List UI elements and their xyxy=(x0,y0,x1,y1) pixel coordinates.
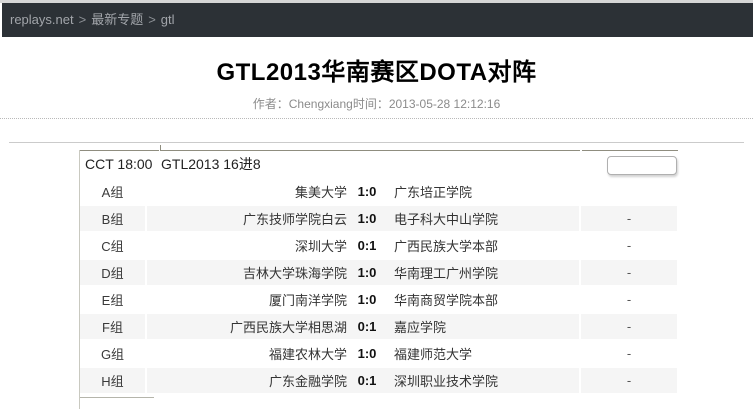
table-row: H组 广东金融学院 0:1 深圳职业技术学院 - xyxy=(80,368,678,393)
team2-name: 深圳职业技术学院 xyxy=(394,374,499,389)
group-cell: E组 xyxy=(101,293,124,308)
window-top-edge xyxy=(0,0,753,3)
timestamp: 2013-05-28 12:12:16 xyxy=(388,97,501,111)
note-cell: - xyxy=(581,260,677,285)
table-row: F组 广西民族大学相思湖 0:1 嘉应学院 - xyxy=(80,314,678,339)
match-score: 1:0 xyxy=(357,265,377,280)
team1-name: 吉林大学珠海学院 xyxy=(242,266,347,281)
author-label: 作者： xyxy=(252,97,289,111)
group-cell: A组 xyxy=(101,185,124,200)
breadcrumb-link-home[interactable]: replays.net xyxy=(10,12,74,27)
table-row: D组 吉林大学珠海学院 1:0 华南理工广州学院 - xyxy=(80,260,678,285)
group-cell: C组 xyxy=(101,239,124,254)
solid-divider xyxy=(9,142,744,143)
match-score: 0:1 xyxy=(357,373,377,388)
empty-input-box[interactable] xyxy=(607,156,677,175)
article-meta: 作者：Chengxiang时间：2013-05-28 12:12:16 xyxy=(0,95,753,112)
dotted-divider xyxy=(0,118,753,119)
match-cell: 吉林大学珠海学院 1:0 华南理工广州学院 xyxy=(147,260,579,285)
match-score: 1:0 xyxy=(357,184,377,199)
team1-name: 集美大学 xyxy=(294,185,347,200)
team1-name: 福建农林大学 xyxy=(268,347,347,362)
team2-name: 嘉应学院 xyxy=(394,320,447,335)
match-score: 0:1 xyxy=(357,319,377,334)
note-cell: - xyxy=(581,206,677,231)
team1-name: 广东技师学院白云 xyxy=(242,212,347,227)
match-cell: 福建农林大学 1:0 福建师范大学 xyxy=(147,341,579,366)
breadcrumb-separator: > xyxy=(148,12,156,27)
team1-name: 厦门南洋学院 xyxy=(268,293,347,308)
note-cell: - xyxy=(581,314,677,339)
match-table: CCT 18:00 GTL2013 16进8 A组 集美大学 1:0 广东培正学… xyxy=(79,145,678,409)
team2-name: 华南商贸学院本部 xyxy=(394,293,499,308)
match-score: 0:1 xyxy=(357,238,377,253)
match-cell: 广东技师学院白云 1:0 电子科大中山学院 xyxy=(147,206,579,231)
team1-name: 广东金融学院 xyxy=(268,374,347,389)
table-header-row: CCT 18:00 GTL2013 16进8 xyxy=(80,145,678,177)
match-cell: 广东金融学院 0:1 深圳职业技术学院 xyxy=(147,368,579,393)
partial-next-row xyxy=(80,397,154,409)
header-extra-cell xyxy=(582,150,678,177)
team1-name: 深圳大学 xyxy=(294,239,347,254)
team2-name: 广东培正学院 xyxy=(394,185,473,200)
breadcrumb-bar: replays.net > 最新专题 > gtl xyxy=(2,3,753,37)
group-cell: G组 xyxy=(100,347,125,362)
note-cell xyxy=(581,179,677,204)
header-time-cell: CCT 18:00 xyxy=(80,150,159,177)
match-score: 1:0 xyxy=(357,292,377,307)
group-cell: H组 xyxy=(80,368,145,393)
group-cell: D组 xyxy=(80,260,145,285)
group-cell: F组 xyxy=(80,314,145,339)
table-row: B组 广东技师学院白云 1:0 电子科大中山学院 - xyxy=(80,206,678,231)
team2-name: 广西民族大学本部 xyxy=(394,239,499,254)
page-title: GTL2013华南赛区DOTA对阵 xyxy=(216,59,537,86)
match-cell: 厦门南洋学院 1:0 华南商贸学院本部 xyxy=(147,287,579,312)
table-row: G组 福建农林大学 1:0 福建师范大学 - xyxy=(80,341,678,366)
team1-name: 广西民族大学相思湖 xyxy=(229,320,347,335)
note-cell: - xyxy=(626,238,632,253)
time-label: 时间： xyxy=(352,97,389,111)
table-row: A组 集美大学 1:0 广东培正学院 xyxy=(80,179,678,204)
team2-name: 华南理工广州学院 xyxy=(394,266,499,281)
breadcrumb-link-gtl[interactable]: gtl xyxy=(160,12,175,27)
breadcrumb-link-topics[interactable]: 最新专题 xyxy=(91,12,144,27)
note-cell: - xyxy=(626,292,632,307)
note-cell: - xyxy=(626,346,632,361)
table-row: E组 厦门南洋学院 1:0 华南商贸学院本部 - xyxy=(80,287,678,312)
header-title-cell: GTL2013 16进8 xyxy=(161,150,580,177)
match-cell: 集美大学 1:0 广东培正学院 xyxy=(147,179,579,204)
author-name: Chengxiang xyxy=(288,97,353,111)
group-cell: B组 xyxy=(80,206,145,231)
team2-name: 福建师范大学 xyxy=(394,347,473,362)
match-score: 1:0 xyxy=(357,346,377,361)
table-row: C组 深圳大学 0:1 广西民族大学本部 - xyxy=(80,233,678,258)
note-cell: - xyxy=(581,368,677,393)
match-cell: 广西民族大学相思湖 0:1 嘉应学院 xyxy=(147,314,579,339)
match-score: 1:0 xyxy=(357,211,377,226)
team2-name: 电子科大中山学院 xyxy=(394,212,499,227)
column-divider-tick xyxy=(160,145,161,151)
match-cell: 深圳大学 0:1 广西民族大学本部 xyxy=(147,233,579,258)
breadcrumb-separator: > xyxy=(78,12,87,27)
